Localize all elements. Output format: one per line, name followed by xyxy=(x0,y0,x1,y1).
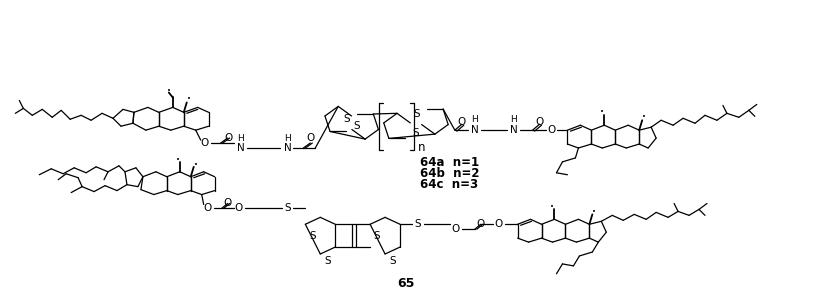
Text: O: O xyxy=(234,203,243,213)
Text: N: N xyxy=(284,143,291,153)
Text: S: S xyxy=(284,203,291,213)
Text: S: S xyxy=(343,114,350,124)
Text: S: S xyxy=(309,231,315,241)
Text: H: H xyxy=(472,115,478,124)
Text: S: S xyxy=(374,231,380,241)
Text: •: • xyxy=(600,109,604,115)
Text: N: N xyxy=(237,143,245,153)
Text: S: S xyxy=(415,219,421,229)
Text: S: S xyxy=(354,121,360,131)
Text: O: O xyxy=(203,203,212,213)
Text: O: O xyxy=(452,224,460,234)
Text: n: n xyxy=(418,141,426,154)
Text: 64c  n=3: 64c n=3 xyxy=(420,178,478,191)
Text: H: H xyxy=(511,115,517,124)
Text: O: O xyxy=(224,199,232,208)
Text: •: • xyxy=(642,114,646,120)
Text: N: N xyxy=(510,125,518,135)
Text: N: N xyxy=(471,125,479,135)
Text: •: • xyxy=(550,205,554,210)
Text: •: • xyxy=(187,96,191,102)
Text: 64b  n=2: 64b n=2 xyxy=(420,167,480,180)
Text: •: • xyxy=(167,88,171,94)
Text: S: S xyxy=(412,128,419,138)
Text: •: • xyxy=(193,162,198,168)
Text: H: H xyxy=(284,134,291,143)
Text: O: O xyxy=(201,138,209,148)
Text: 64a  n=1: 64a n=1 xyxy=(420,156,479,169)
Text: S: S xyxy=(324,256,331,266)
Text: O: O xyxy=(476,219,485,229)
Text: O: O xyxy=(547,125,555,135)
Text: O: O xyxy=(307,133,315,143)
Text: O: O xyxy=(494,219,502,229)
Text: O: O xyxy=(536,117,544,127)
Text: S: S xyxy=(389,256,397,266)
Text: 65: 65 xyxy=(398,277,415,290)
Text: O: O xyxy=(458,117,466,127)
Text: H: H xyxy=(237,134,244,143)
Text: •: • xyxy=(176,157,180,163)
Text: O: O xyxy=(224,133,233,143)
Text: •: • xyxy=(593,209,597,215)
Text: S: S xyxy=(413,109,420,119)
